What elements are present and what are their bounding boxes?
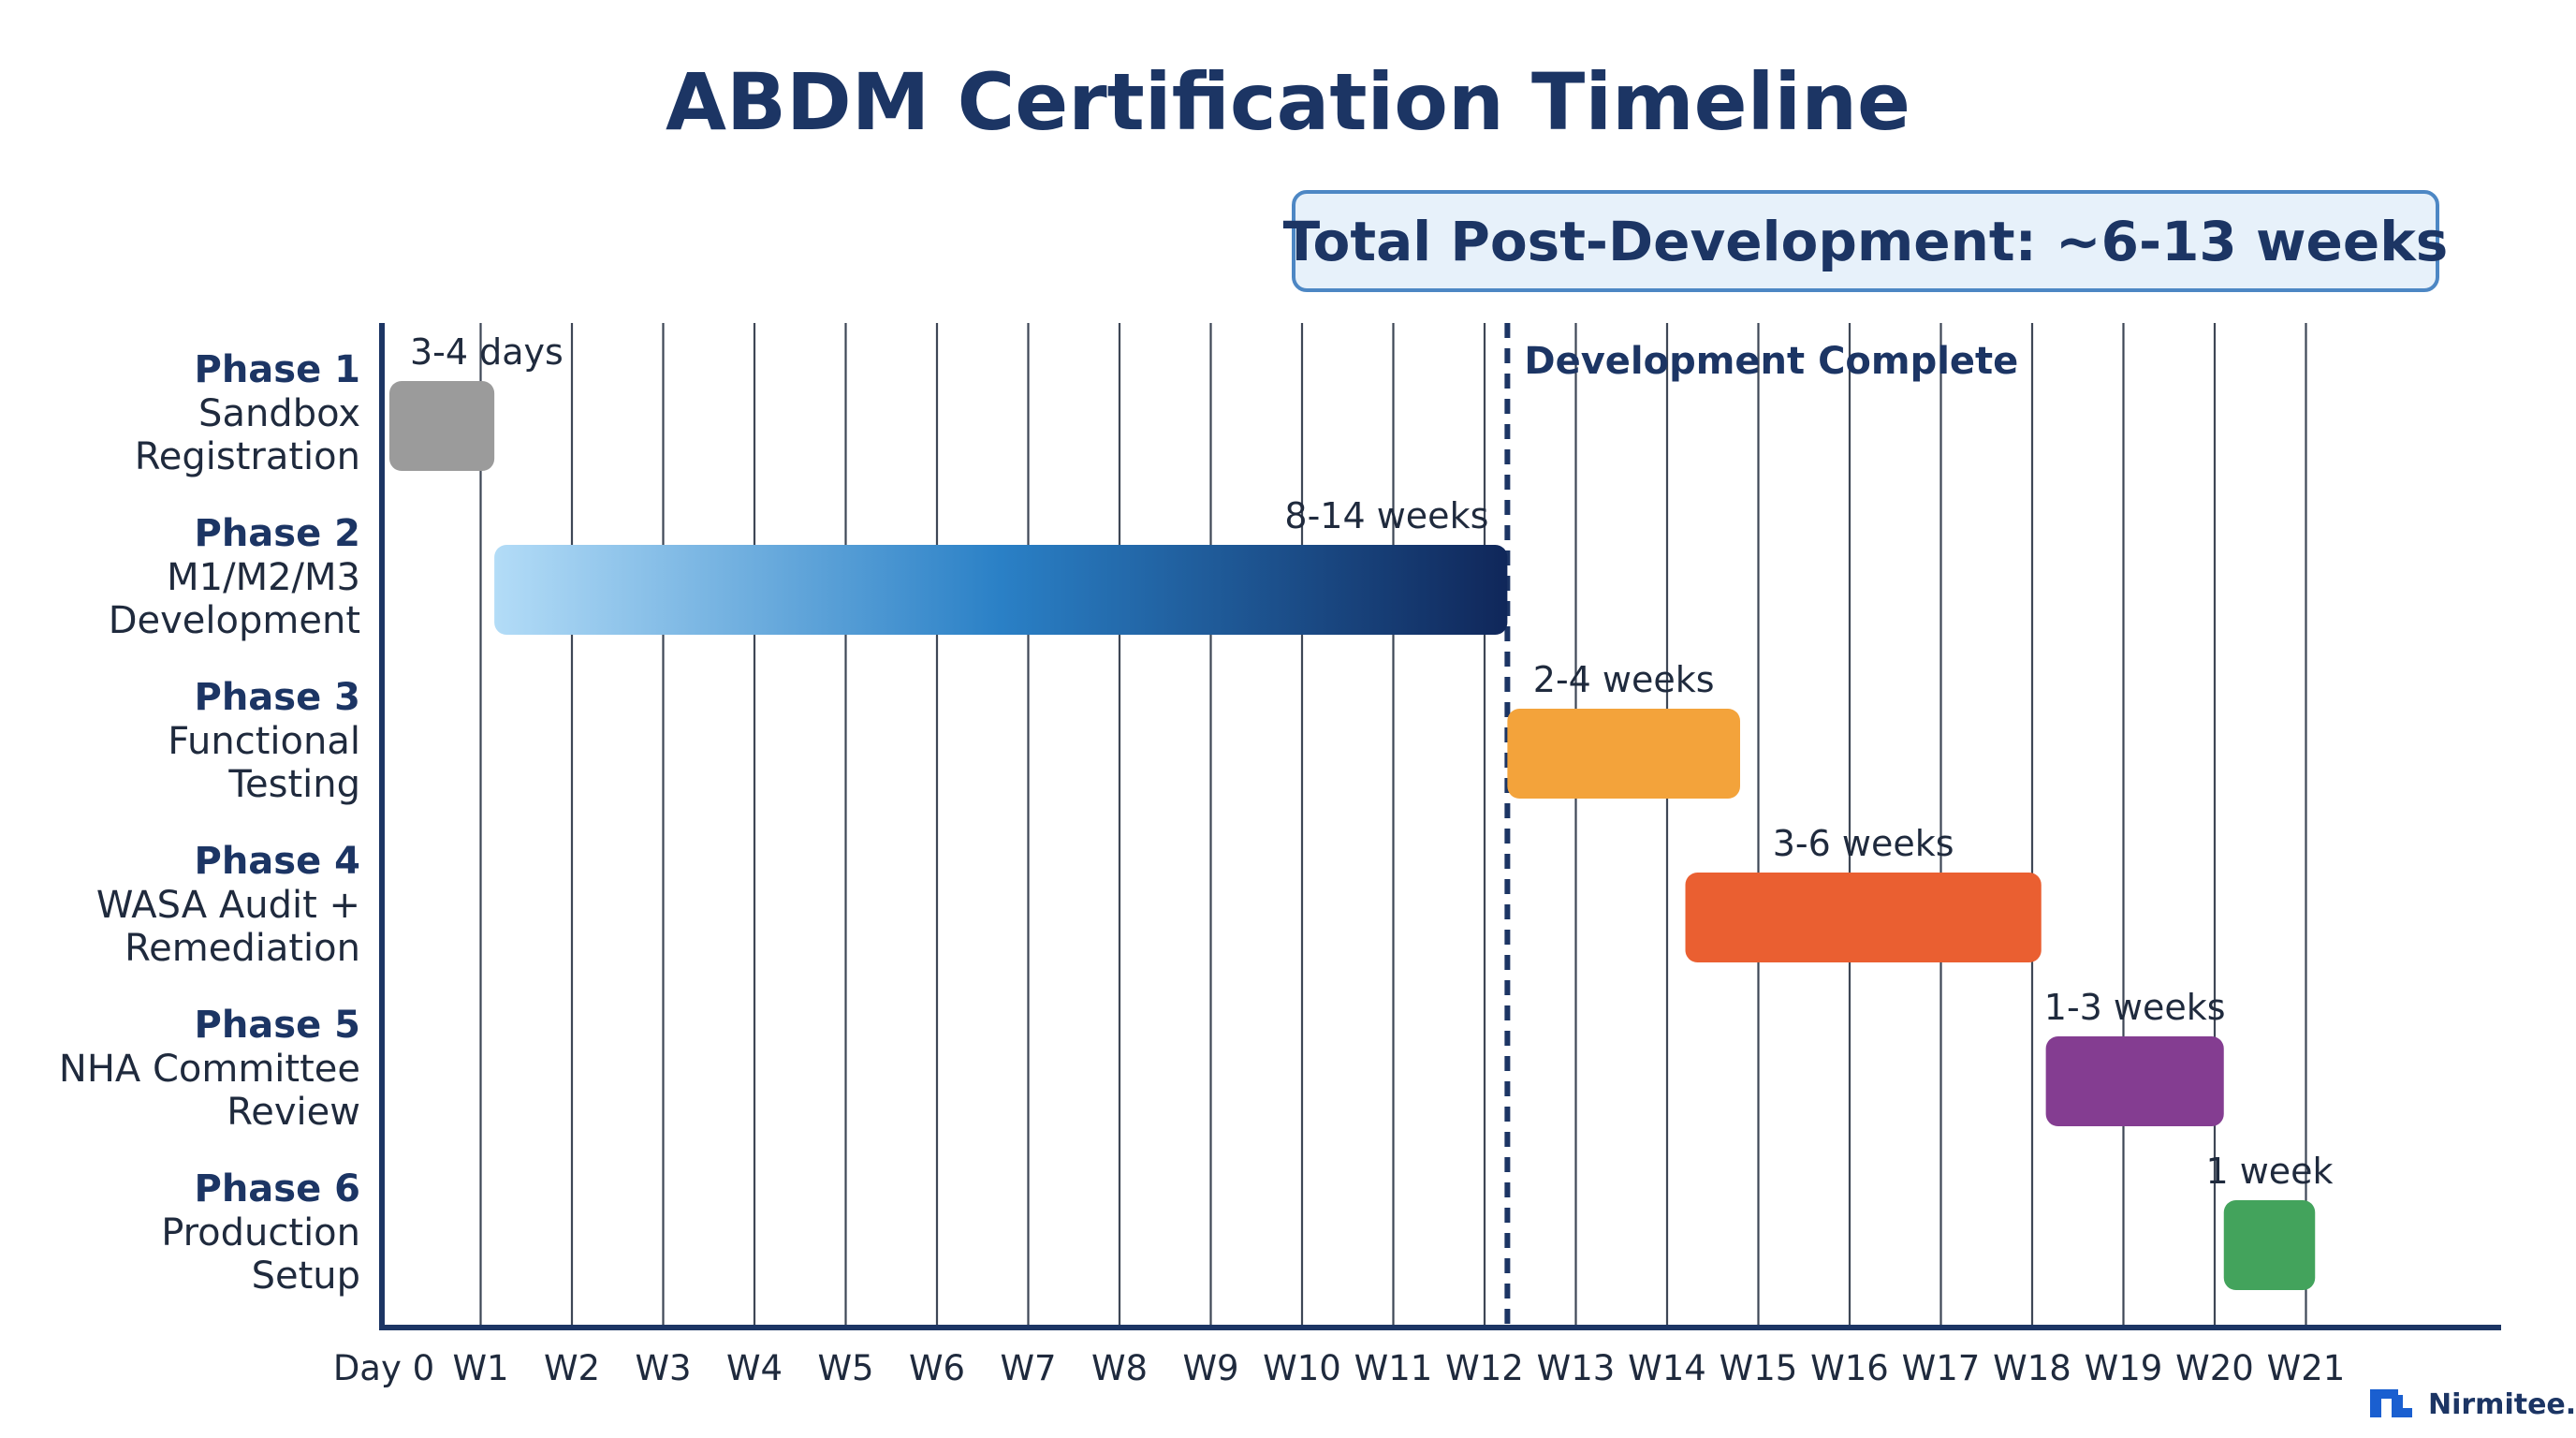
phase-3-duration-label: 2-4 weeks [1533,659,1715,700]
development-complete-marker: Development Complete [1504,323,2018,1328]
phase-3-name-line-1: Functional [168,720,360,763]
brand-logo: Nirmitee.io [2370,1388,2576,1421]
total-duration-badge: Total Post-Development: ~6-13 weeks [1283,190,2449,292]
x-tick-label-w16: W16 [1810,1348,1889,1388]
axes [379,323,2501,1330]
x-tick-label-w9: W9 [1182,1348,1238,1388]
x-tick-label-w19: W19 [2085,1348,2163,1388]
nirmitee-logo-icon [2370,1389,2412,1417]
phase-4-name-line-1: WASA Audit + [96,884,360,927]
phase-2-name-line-1: M1/M2/M3 [167,556,360,599]
x-tick-label-w3: W3 [635,1348,691,1388]
phase-5-name-line-1: NHA Committee [59,1048,360,1091]
phase-6-bar [2223,1200,2316,1290]
x-tick-label-w4: W4 [726,1348,783,1388]
phase-5-bar [2045,1036,2224,1126]
phase-6-duration-label: 1 week [2205,1151,2333,1192]
x-tick-label-w20: W20 [2175,1348,2254,1388]
phase-3-name-line-2: Testing [227,763,360,806]
phase-1-name-line-2: Registration [135,435,360,478]
x-tick-label-w10: W10 [1263,1348,1341,1388]
development-complete-label: Development Complete [1524,340,2018,383]
x-tick-label-w14: W14 [1628,1348,1706,1388]
x-tick-label-w1: W1 [452,1348,508,1388]
phase-5-title: Phase 5 [195,1004,360,1047]
chart-title: ABDM Certification Timeline [666,56,1910,148]
x-tick-label-w13: W13 [1537,1348,1616,1388]
x-tick-label-w17: W17 [1902,1348,1981,1388]
phase-4-title: Phase 4 [195,840,360,883]
x-tick-label-w15: W15 [1720,1348,1798,1388]
x-tick-label-w11: W11 [1354,1348,1433,1388]
x-tick-label-w12: W12 [1445,1348,1524,1388]
phase-bars: 3-4 days 8-14 weeks 2-4 weeks 3-6 weeks 1-3 … [389,331,2334,1290]
phase-5-duration-label: 1-3 weeks [2044,987,2226,1028]
phase-3-bar [1507,709,1740,799]
phase-4-duration-label: 3-6 weeks [1773,823,1954,864]
x-tick-label-w2: W2 [544,1348,600,1388]
phase-2-duration-label: 8-14 weeks [1284,495,1488,536]
phase-2-title: Phase 2 [195,512,360,555]
phase-4-bar [1685,873,2042,962]
phase-6-name-line-2: Setup [252,1255,360,1298]
x-tick-label-day-0: Day 0 [333,1348,434,1388]
total-duration-badge-text: Total Post-Development: ~6-13 weeks [1283,210,2449,273]
grid-lines [479,323,2307,1328]
phase-1-duration-label: 3-4 days [410,331,564,373]
phase-6-name-line-1: Production [161,1211,360,1255]
x-tick-label-w18: W18 [1993,1348,2071,1388]
x-tick-label-w6: W6 [909,1348,965,1388]
x-axis-tick-labels: Day 0 W1 W2 W3 W4 W5 W6 W7 W8 W9 W10 W11 W12 W13 W14 W1… [333,1348,2346,1388]
phase-4-name-line-2: Remediation [124,927,360,970]
phase-2-bar [494,545,1508,635]
phase-3-title: Phase 3 [195,676,360,719]
x-tick-label-w8: W8 [1091,1348,1148,1388]
phase-1-name-line-1: Sandbox [198,392,360,435]
phase-5-name-line-2: Review [227,1091,360,1134]
phase-1-bar [389,381,495,471]
phase-2-name-line-2: Development [109,599,360,642]
x-tick-label-w21: W21 [2267,1348,2346,1388]
brand-name: Nirmitee.io [2428,1388,2576,1421]
x-tick-label-w5: W5 [817,1348,873,1388]
phase-6-title: Phase 6 [195,1167,360,1211]
x-tick-label-w7: W7 [1000,1348,1056,1388]
phase-1-title: Phase 1 [195,348,360,391]
